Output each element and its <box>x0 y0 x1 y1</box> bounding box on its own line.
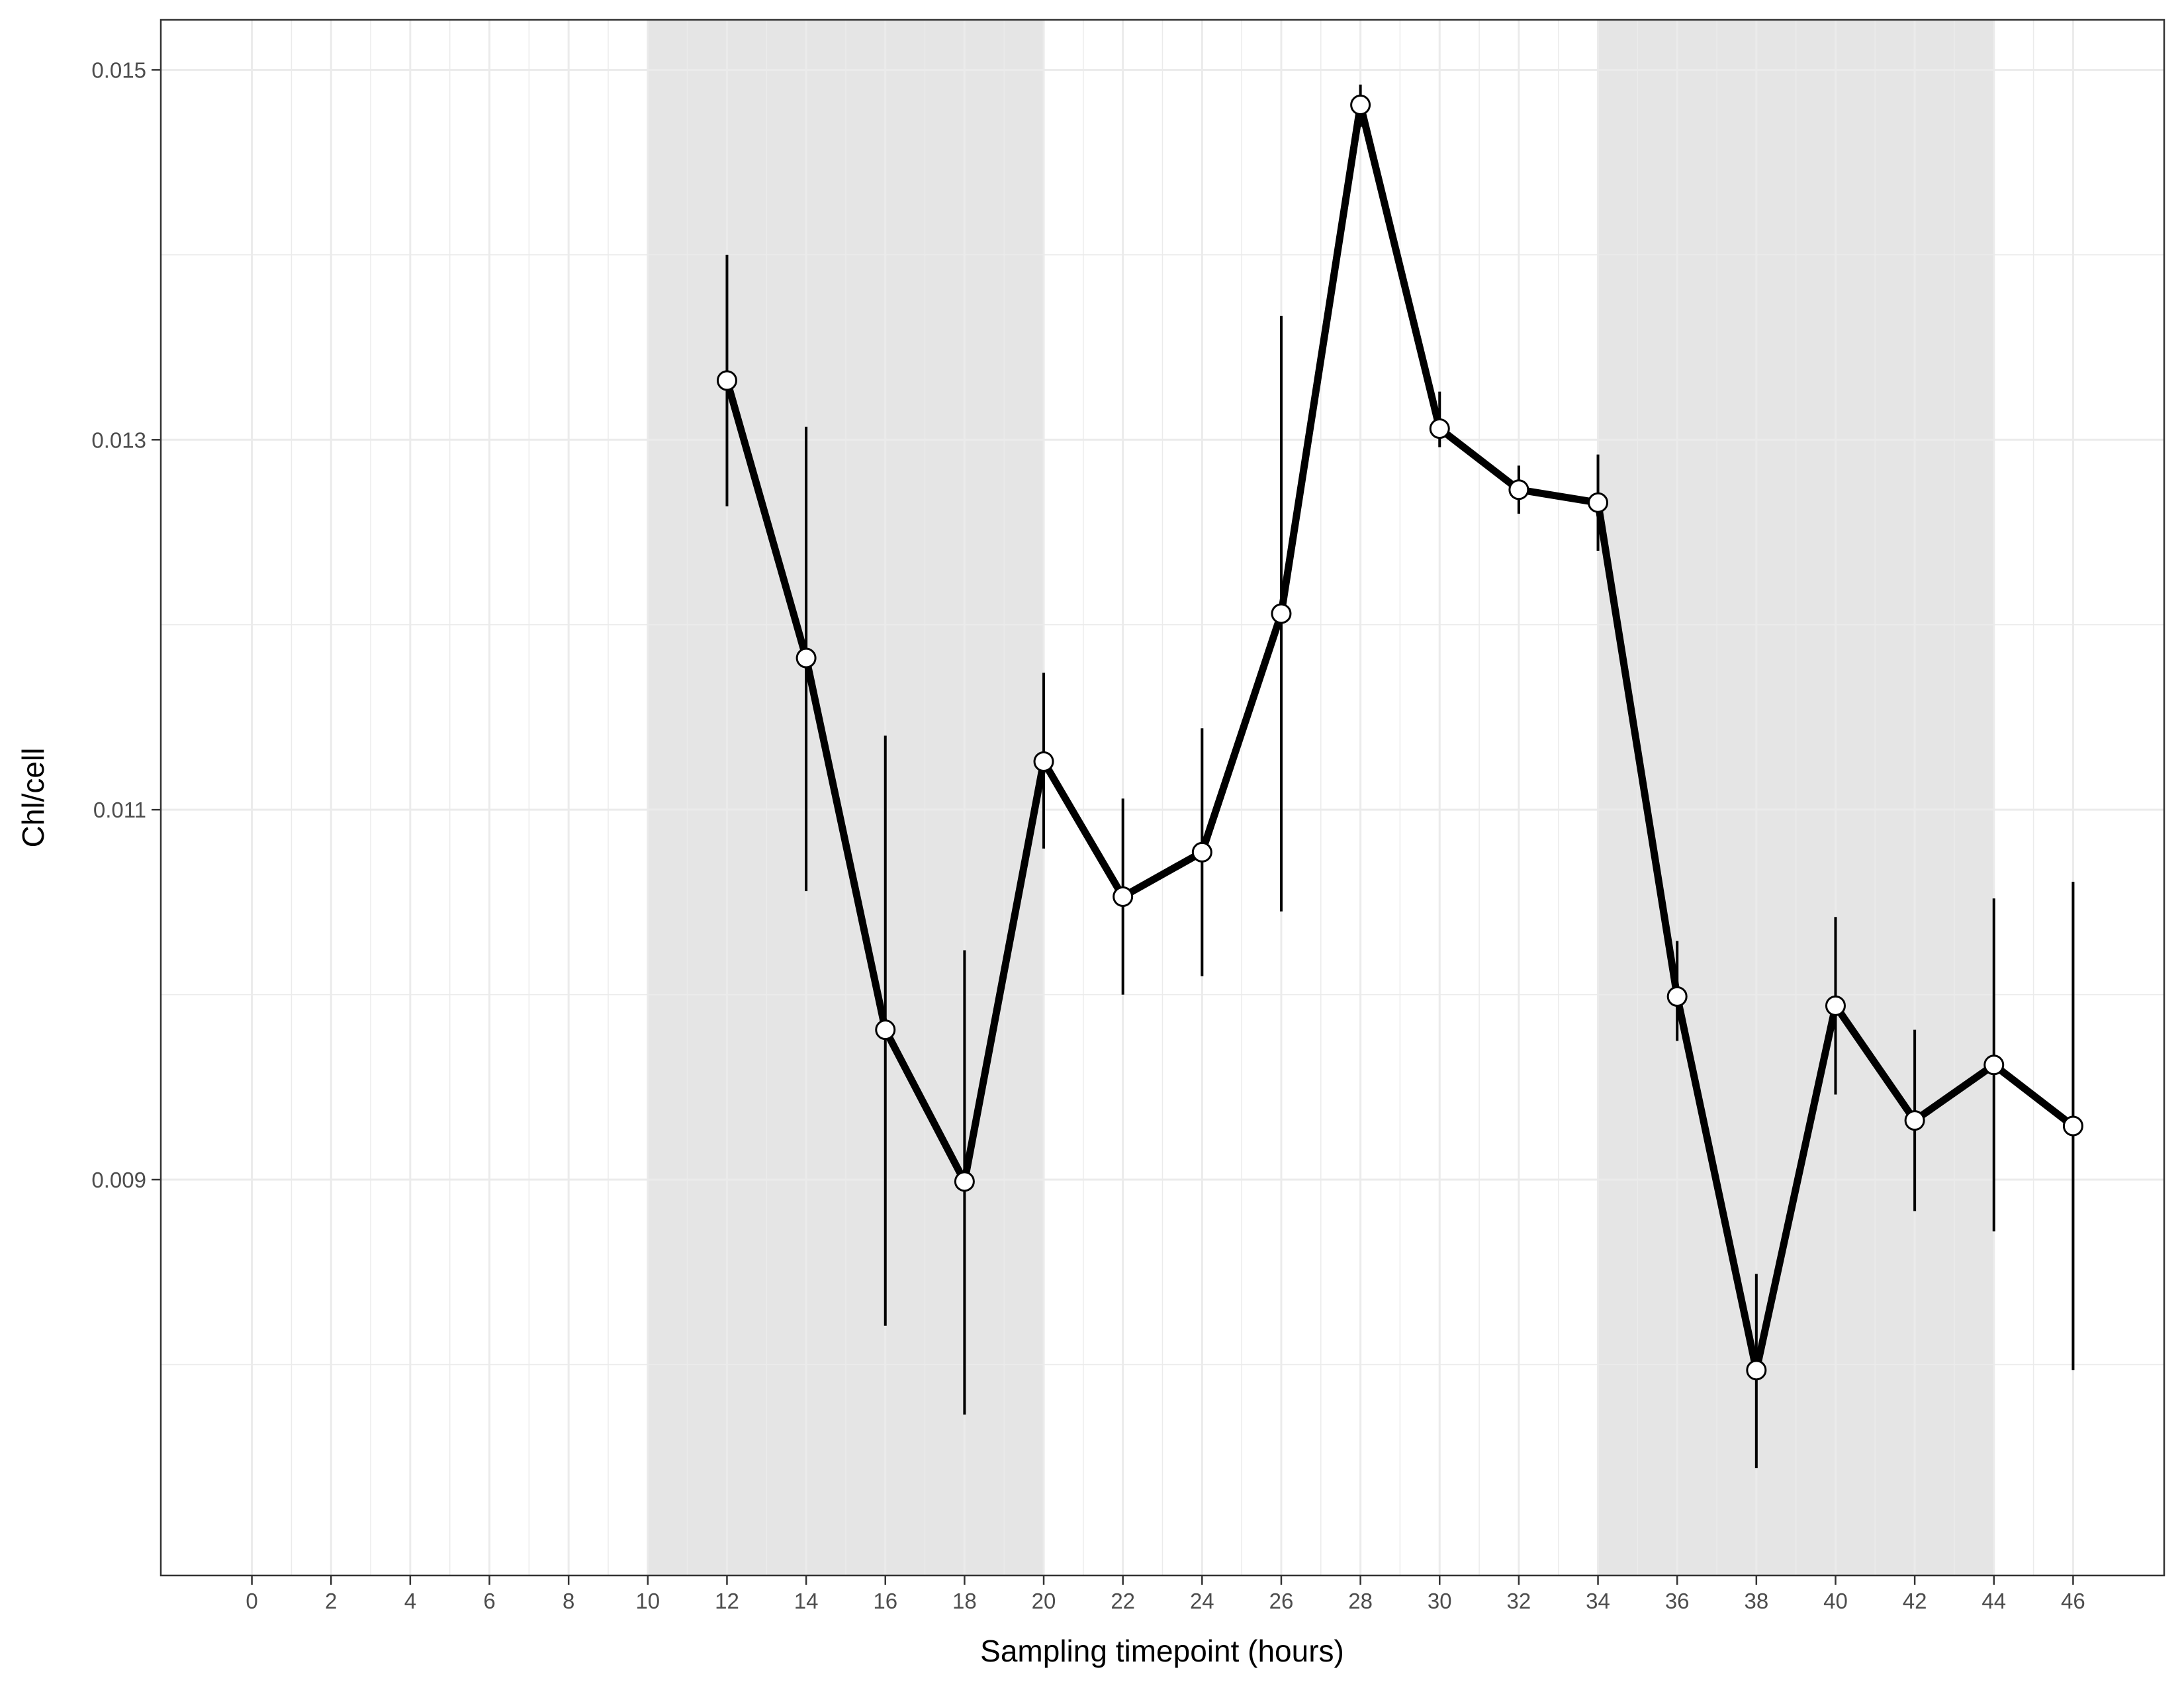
x-tick-label: 28 <box>1348 1589 1373 1613</box>
data-point <box>1191 841 1212 863</box>
minor-gridlines <box>161 20 2164 1575</box>
x-axis-title: Sampling timepoint (hours) <box>980 1634 1344 1668</box>
x-tick-label: 26 <box>1269 1589 1294 1613</box>
data-point <box>1508 479 1529 500</box>
x-tick-label: 12 <box>715 1589 739 1613</box>
x-tick-label: 8 <box>563 1589 574 1613</box>
x-tick-label: 20 <box>1032 1589 1056 1613</box>
y-tick-label: 0.015 <box>91 58 146 82</box>
data-point <box>1666 986 1688 1007</box>
x-tick-label: 10 <box>635 1589 660 1613</box>
x-tick-label: 6 <box>483 1589 495 1613</box>
data-point <box>875 1019 896 1041</box>
x-tick-label: 44 <box>1981 1589 2006 1613</box>
data-point <box>1033 751 1054 773</box>
y-tick-label: 0.013 <box>91 428 146 452</box>
panel-border <box>159 19 2165 1577</box>
x-tick-label: 30 <box>1428 1589 1452 1613</box>
data-point <box>716 370 737 391</box>
data-point <box>954 1171 975 1192</box>
data-point <box>1904 1110 1925 1131</box>
data-point <box>1825 995 1846 1016</box>
y-tick-label: 0.009 <box>91 1168 146 1192</box>
x-tick-label: 40 <box>1823 1589 1848 1613</box>
data-point <box>1983 1055 2005 1076</box>
x-tick-label: 32 <box>1507 1589 1531 1613</box>
x-tick-label: 0 <box>246 1589 257 1613</box>
x-tick-label: 22 <box>1111 1589 1135 1613</box>
x-axis: 0 2 4 6 8 10 12 14 16 18 20 22 24 26 28 30 32 34 36 38 40 42 4… <box>246 1575 2085 1613</box>
data-point <box>796 647 817 669</box>
y-axis-title: Chl/cell <box>16 748 50 848</box>
x-tick-label: 38 <box>1744 1589 1768 1613</box>
x-tick-label: 24 <box>1190 1589 1214 1613</box>
x-tick-label: 46 <box>2061 1589 2085 1613</box>
data-point <box>2062 1115 2083 1137</box>
x-tick-label: 42 <box>1903 1589 1927 1613</box>
data-point <box>1113 886 1134 907</box>
data-point <box>1271 603 1292 624</box>
data-points <box>716 95 2083 1381</box>
x-tick-label: 4 <box>404 1589 416 1613</box>
x-tick-label: 18 <box>952 1589 977 1613</box>
x-tick-label: 14 <box>794 1589 819 1613</box>
x-tick-label: 2 <box>325 1589 337 1613</box>
x-tick-label: 36 <box>1665 1589 1690 1613</box>
data-point <box>1746 1360 1767 1381</box>
data-point <box>1350 95 1371 116</box>
x-tick-label: 34 <box>1586 1589 1610 1613</box>
y-axis: 0.009 0.011 0.013 0.015 <box>91 58 161 1192</box>
x-tick-label: 16 <box>873 1589 897 1613</box>
data-point <box>1588 492 1609 513</box>
y-tick-label: 0.011 <box>93 798 146 822</box>
series-line <box>723 101 2077 1374</box>
data-point <box>1429 418 1450 440</box>
